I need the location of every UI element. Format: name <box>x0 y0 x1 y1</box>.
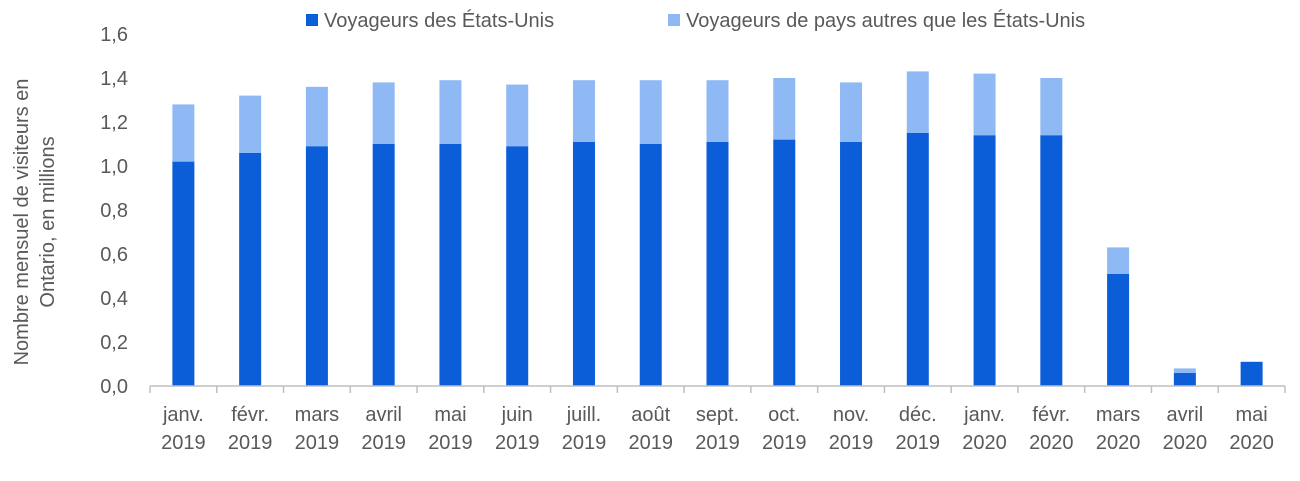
y-tick-label: 0,8 <box>100 200 128 222</box>
y-tick-label: 0,2 <box>100 332 128 354</box>
bar-us-visitors <box>840 141 863 386</box>
bar-other-visitors <box>172 104 195 162</box>
y-axis-title: Nombre mensuel de visiteurs en Ontario, … <box>11 79 59 366</box>
bar-other-visitors <box>305 86 328 147</box>
legend-label-other: Voyageurs de pays autres que les États-U… <box>686 9 1085 32</box>
bar-other-visitors <box>773 78 796 140</box>
bar-other-visitors <box>706 80 729 142</box>
bar-us-visitors <box>506 146 529 386</box>
bar-us-visitors <box>906 133 929 386</box>
x-tick-label: nov. 2019 <box>829 404 874 454</box>
bar-other-visitors <box>639 80 662 144</box>
bar-other-visitors <box>840 82 863 142</box>
bar-us-visitors <box>1173 372 1196 386</box>
bar-other-visitors <box>1107 247 1130 274</box>
x-tick-label: oct. 2019 <box>762 404 807 454</box>
bar-other-visitors <box>572 80 595 142</box>
y-axis-ticks: 0,0 0,2 0,4 0,6 0,8 1,0 1,2 1,4 1,6 <box>100 24 128 398</box>
bar-other-visitors <box>1040 78 1063 136</box>
bar-us-visitors <box>239 152 262 386</box>
bar-us-visitors <box>773 139 796 386</box>
y-axis-title-line-2: Ontario, en millions <box>37 136 59 307</box>
bar-us-visitors <box>572 141 595 386</box>
bar-us-visitors <box>172 161 195 386</box>
x-axis: janv. 2019 févr. 2019 mars 2019 avril 2019 mai 20… <box>149 385 1286 454</box>
y-tick-label: 0,0 <box>100 376 128 398</box>
bar-other-visitors <box>1173 368 1196 373</box>
legend-swatch-other <box>668 14 680 26</box>
bar-us-visitors <box>1240 361 1263 386</box>
legend-label-us: Voyageurs des États-Unis <box>324 9 554 32</box>
legend-swatch-us <box>306 14 318 26</box>
bar-other-visitors <box>239 95 262 153</box>
x-tick-label: juill. 2019 <box>562 404 607 454</box>
bar-us-visitors <box>1040 135 1063 386</box>
bar-us-visitors <box>639 144 662 386</box>
x-tick-label: sept. 2019 <box>695 404 740 454</box>
bar-other-visitors <box>439 80 462 144</box>
y-tick-label: 1,2 <box>100 112 128 134</box>
bar-us-visitors <box>305 146 328 386</box>
bar-us-visitors <box>1107 273 1130 386</box>
legend: Voyageurs des États-Unis Voyageurs de pa… <box>306 9 1085 32</box>
bar-other-visitors <box>372 82 395 144</box>
bar-us-visitors <box>372 144 395 386</box>
y-tick-label: 0,6 <box>100 244 128 266</box>
x-tick-label: févr. 2020 <box>1029 404 1074 454</box>
bar-other-visitors <box>506 84 529 147</box>
x-tick-label: mars 2020 <box>1096 404 1141 454</box>
x-tick-label: mai 2020 <box>1229 404 1274 454</box>
x-tick-label: déc. 2019 <box>896 404 941 454</box>
x-tick-label: févr. 2019 <box>228 404 273 454</box>
x-tick-label: avril 2020 <box>1163 404 1208 454</box>
x-tick-label: avril 2019 <box>361 404 406 454</box>
y-tick-label: 0,4 <box>100 288 128 310</box>
x-tick-label: janv. 2020 <box>962 404 1007 454</box>
bar-other-visitors <box>973 73 996 136</box>
bar-us-visitors <box>973 135 996 386</box>
y-tick-label: 1,6 <box>100 24 128 46</box>
y-axis-title-line-1: Nombre mensuel de visiteurs en <box>11 79 33 366</box>
x-tick-label: mai 2019 <box>428 404 473 454</box>
x-tick-label: août 2019 <box>628 404 673 454</box>
x-tick-label: janv. 2019 <box>161 404 206 454</box>
bar-us-visitors <box>706 141 729 386</box>
bars <box>172 71 1263 386</box>
y-tick-label: 1,4 <box>100 68 128 90</box>
y-tick-label: 1,0 <box>100 156 128 178</box>
bar-us-visitors <box>439 144 462 386</box>
bar-other-visitors <box>906 71 929 133</box>
x-tick-label: mars 2019 <box>295 404 340 454</box>
x-tick-label: juin 2019 <box>495 404 540 454</box>
